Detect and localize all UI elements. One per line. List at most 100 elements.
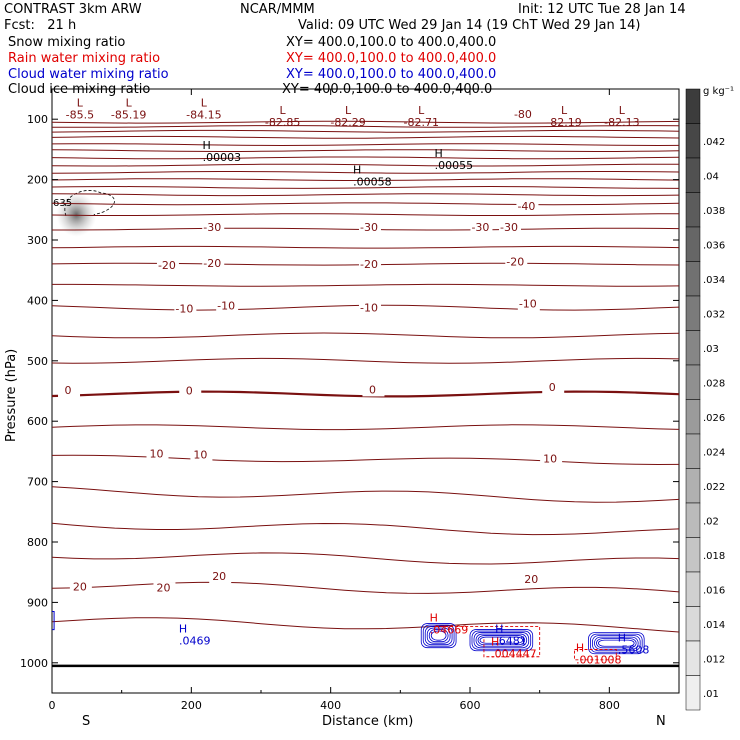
colorbar-label: .036 bbox=[703, 240, 725, 251]
cloud-water-contour bbox=[475, 633, 528, 647]
low-value: -85.5 bbox=[66, 108, 94, 121]
colorbar-swatch bbox=[685, 192, 701, 228]
contour-label-bg bbox=[58, 385, 81, 398]
cloud-water-contour bbox=[422, 624, 455, 647]
low-value: -84.15 bbox=[186, 108, 221, 121]
colorbar-label: .038 bbox=[703, 206, 725, 217]
colorbar: .042 .04 .038 .036 .034 .032 .03 .028 .026 .024 .0… bbox=[685, 88, 725, 711]
x-tick-label: 400 bbox=[320, 699, 341, 712]
y-tick-label: 300 bbox=[27, 234, 48, 247]
y-tick-label: 800 bbox=[27, 536, 48, 549]
temperature-contour bbox=[51, 125, 680, 128]
temperature-contour bbox=[51, 245, 680, 249]
temperature-contour bbox=[51, 163, 679, 167]
cloud-water-contour bbox=[471, 630, 532, 650]
colorbar-label: .022 bbox=[703, 482, 725, 493]
colorbar-label: .032 bbox=[703, 309, 725, 320]
contour-label-bg bbox=[146, 448, 169, 461]
contour-label-bg bbox=[216, 300, 239, 313]
contour-label-bg bbox=[499, 221, 522, 234]
contour-label: 20 bbox=[156, 582, 170, 595]
colorbar-swatch bbox=[685, 537, 701, 573]
y-tick-label: 400 bbox=[27, 294, 48, 307]
temperature-contour bbox=[51, 193, 680, 197]
cloud-water-contour bbox=[428, 629, 449, 643]
colorbar-swatch bbox=[685, 606, 701, 642]
low-value: -82.85 bbox=[265, 116, 300, 129]
contour-label: -40 bbox=[517, 200, 535, 213]
contour-label: -20 bbox=[203, 257, 221, 270]
institution-label: NCAR/MMM bbox=[240, 2, 315, 17]
cloud-water-contour bbox=[469, 629, 534, 652]
contour-label: 0 bbox=[369, 383, 376, 396]
init-label: Init: 12 UTC Tue 28 Jan 14 bbox=[518, 2, 686, 17]
cloud-water-contour bbox=[430, 630, 447, 641]
temperature-contour bbox=[51, 135, 680, 139]
x-tick-label: 200 bbox=[181, 699, 202, 712]
colorbar-label: .016 bbox=[703, 585, 725, 596]
temperature-contour bbox=[51, 486, 680, 503]
colorbar-label: .012 bbox=[703, 654, 725, 665]
temperature-contour bbox=[51, 143, 680, 147]
contour-label: 20 bbox=[212, 570, 226, 583]
colorbar-label: .018 bbox=[703, 551, 725, 562]
cloud-water-contour bbox=[473, 632, 530, 649]
high-marker: H bbox=[179, 622, 187, 635]
colorbar-swatch bbox=[685, 502, 701, 538]
field-xy-snow: XY= 400.0,100.0 to 400.0,400.0 bbox=[286, 35, 496, 50]
contour-label: -80 bbox=[514, 108, 532, 121]
cloud-water-contour bbox=[424, 626, 453, 646]
x-tick-label: 600 bbox=[460, 699, 481, 712]
contour-label: -20 bbox=[506, 255, 524, 268]
colorbar-swatch bbox=[685, 571, 701, 607]
rain-water-contour bbox=[574, 649, 617, 661]
colorbar-label: .03 bbox=[703, 344, 719, 355]
contour-label: 20 bbox=[524, 573, 538, 586]
high-marker: H bbox=[203, 139, 211, 152]
contour-label-bg bbox=[69, 581, 92, 594]
colorbar-label: .014 bbox=[703, 620, 725, 631]
high-marker: H bbox=[353, 163, 361, 176]
temperature-contour bbox=[51, 213, 680, 216]
contour-label: -10 bbox=[360, 301, 378, 314]
direction-north: N bbox=[656, 714, 666, 729]
low-value: -85.19 bbox=[111, 108, 146, 121]
temperature-contour bbox=[51, 129, 680, 133]
contour-label-bg bbox=[202, 221, 225, 234]
contour-label-bg bbox=[153, 582, 176, 595]
temperature-contour bbox=[51, 185, 680, 189]
contour-label: -20 bbox=[360, 258, 378, 271]
field-xy-rain: XY= 400.0,100.0 to 400.0,400.0 bbox=[286, 51, 496, 66]
colorbar-label: .026 bbox=[703, 413, 725, 424]
colorbar-swatch bbox=[685, 123, 701, 159]
low-marker: L bbox=[561, 104, 568, 117]
temperature-contour bbox=[52, 283, 680, 287]
colorbar-swatch bbox=[685, 640, 701, 676]
valid-label: Valid: 09 UTC Wed 29 Jan 14 (19 ChT Wed … bbox=[298, 18, 640, 33]
contour-label-bg bbox=[512, 108, 535, 121]
fcst-label: Fcst: 21 h bbox=[4, 18, 76, 33]
low-value: -82.29 bbox=[330, 116, 365, 129]
high-marker: H bbox=[618, 631, 626, 644]
y-tick-label: 200 bbox=[27, 174, 48, 187]
rain-water-contour bbox=[435, 626, 541, 658]
high-marker: H bbox=[435, 147, 443, 160]
contour-label: -30 bbox=[203, 221, 221, 234]
colorbar-units: g kg⁻¹ bbox=[703, 86, 734, 97]
colorbar-label: .01 bbox=[703, 689, 719, 700]
high-value: .04669 bbox=[430, 624, 469, 637]
contour-label: 20 bbox=[73, 580, 87, 593]
colorbar-label: .042 bbox=[703, 137, 725, 148]
cloud-water-contour bbox=[590, 633, 643, 653]
colorbar-swatch bbox=[685, 330, 701, 366]
low-marker: L bbox=[77, 96, 84, 109]
colorbar-swatch bbox=[685, 364, 701, 400]
field-name-rain: Rain water mixing ratio bbox=[8, 51, 160, 66]
contour-label-bg bbox=[516, 200, 539, 213]
low-marker: L bbox=[201, 96, 208, 109]
y-tick-label: 900 bbox=[27, 596, 48, 609]
x-axis-label: Distance (km) bbox=[322, 714, 413, 729]
temperature-contour bbox=[51, 202, 680, 206]
contour-label: -30 bbox=[500, 221, 518, 234]
y-tick-label: 100 bbox=[27, 113, 48, 126]
